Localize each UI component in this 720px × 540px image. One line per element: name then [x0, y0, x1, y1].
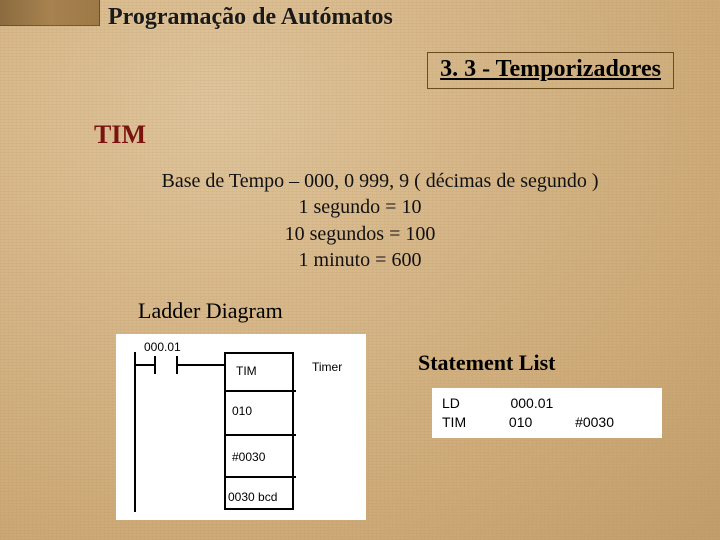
ladder-timer-n: 010	[232, 404, 252, 418]
ladder-timer-sv-format: 0030 bcd	[228, 490, 277, 504]
timebase-line-4: 1 minuto = 600	[0, 247, 720, 273]
stl-arg: 010	[509, 414, 532, 430]
timebase-line-3: 10 segundos = 100	[0, 221, 720, 247]
ladder-divider	[224, 390, 296, 392]
statement-list: LD 000.01 TIM 010 #0030	[432, 388, 662, 438]
corner-texture	[0, 0, 100, 26]
ladder-timer-sv: #0030	[232, 450, 265, 464]
page-title: Programação de Autómatos	[108, 4, 393, 31]
ladder-contact-gap	[156, 364, 176, 366]
stl-op: LD	[442, 395, 460, 411]
ladder-timer-box	[224, 352, 294, 510]
stl-arg: #0030	[575, 414, 614, 430]
ladder-divider	[224, 476, 296, 478]
ladder-diagram: 000.01 TIM 010 #0030 0030 bcd Timer	[116, 334, 366, 520]
stl-op: TIM	[442, 414, 466, 430]
section-heading: 3. 3 - Temporizadores	[427, 52, 674, 89]
timebase-block: Base de Tempo – 000, 0 999, 9 ( décimas …	[0, 168, 720, 274]
ladder-left-rail	[134, 352, 136, 512]
timebase-line-1: Base de Tempo – 000, 0 999, 9 ( décimas …	[0, 168, 720, 194]
ladder-wire	[134, 364, 154, 366]
ladder-diagram-title: Ladder Diagram	[138, 298, 283, 324]
stl-arg: 000.01	[510, 395, 553, 411]
ladder-block-name: TIM	[236, 364, 257, 378]
ladder-divider	[224, 434, 296, 436]
ladder-input-label: 000.01	[144, 340, 181, 354]
timebase-line-2: 1 segundo = 10	[0, 194, 720, 220]
tim-heading: TIM	[94, 120, 146, 150]
statement-list-title: Statement List	[418, 350, 555, 376]
ladder-wire	[178, 364, 224, 366]
ladder-timer-side-label: Timer	[312, 360, 342, 374]
